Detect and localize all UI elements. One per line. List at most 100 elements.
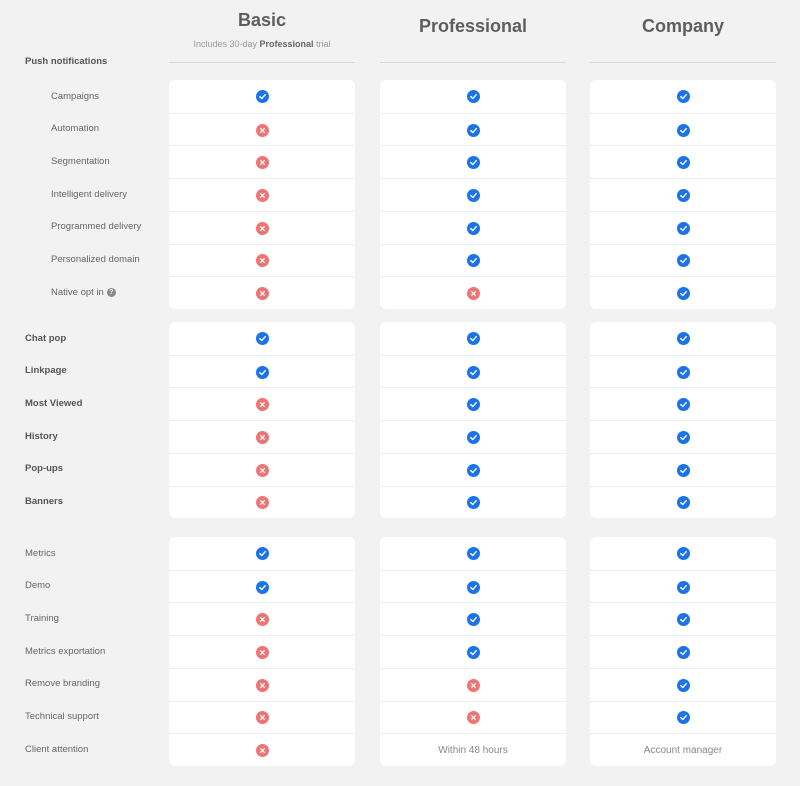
feature-cell	[380, 452, 566, 487]
check-circle-icon	[676, 331, 690, 345]
cross-circle-icon	[255, 645, 269, 659]
check-circle-icon	[466, 331, 480, 345]
feature-label: Demo	[25, 580, 51, 592]
question-icon[interactable]: ?	[106, 287, 116, 297]
check-circle-icon	[676, 89, 690, 103]
feature-cell	[169, 80, 355, 113]
check-circle-icon	[676, 613, 690, 627]
plan-card	[590, 80, 776, 309]
check-circle-icon	[676, 287, 690, 301]
plan-card	[169, 80, 355, 309]
feature-label: Technical support	[25, 711, 99, 722]
feature-label: Metrics	[25, 547, 56, 559]
check-circle-icon	[466, 188, 480, 202]
cross-circle-icon	[466, 678, 480, 692]
feature-cell	[590, 667, 776, 702]
feature-cell	[169, 485, 355, 520]
cross-circle-icon	[255, 613, 269, 627]
check-circle-icon	[466, 123, 480, 137]
plan-card: Within 48 hours	[380, 537, 566, 766]
feature-cell	[590, 569, 776, 604]
feature-label: Intelligent delivery	[51, 188, 128, 200]
feature-cell	[590, 210, 776, 245]
feature-cell	[590, 452, 776, 487]
check-circle-icon	[676, 645, 690, 659]
feature-cell	[380, 635, 566, 669]
feature-label: Banners	[25, 496, 64, 507]
feature-cell	[380, 210, 566, 245]
feature-cell	[169, 210, 355, 245]
check-circle-icon	[676, 365, 690, 379]
feature-cell	[169, 276, 355, 310]
feature-label: Native opt in?	[51, 276, 116, 308]
plan-subtitle: Includes 30-day Professional trial	[193, 39, 331, 49]
check-circle-icon	[676, 678, 690, 692]
feature-cell	[169, 322, 355, 355]
check-circle-icon	[255, 331, 269, 345]
feature-cell: Within 48 hours	[380, 733, 566, 767]
plan-header-company: Company	[590, 0, 776, 37]
feature-cell	[169, 635, 355, 669]
check-circle-icon	[676, 123, 690, 137]
feature-cell	[169, 112, 355, 147]
check-circle-icon	[676, 711, 690, 725]
feature-cell	[590, 602, 776, 636]
feature-label: Programmed delivery	[51, 221, 142, 233]
feature-label: Campaigns	[51, 90, 100, 102]
check-circle-icon	[466, 156, 480, 170]
feature-value: Within 48 hours	[438, 745, 508, 757]
check-circle-icon	[466, 645, 480, 659]
feature-cell	[169, 452, 355, 487]
feature-cell	[590, 420, 776, 454]
feature-label: Remove branding	[25, 678, 100, 690]
feature-cell	[590, 80, 776, 113]
feature-cell	[590, 485, 776, 520]
feature-cell	[380, 80, 566, 113]
feature-cell	[590, 635, 776, 669]
feature-label: Automation	[51, 123, 100, 135]
feature-label: History	[25, 430, 58, 442]
cross-circle-icon	[255, 156, 269, 170]
cross-circle-icon	[466, 711, 480, 725]
feature-cell	[590, 387, 776, 421]
feature-cell	[380, 178, 566, 212]
feature-value: Account manager	[643, 745, 723, 757]
feature-label: Segmentation	[51, 155, 110, 167]
cross-circle-icon	[255, 678, 269, 692]
cross-circle-icon	[255, 463, 269, 477]
section-title: Push notifications	[25, 56, 108, 67]
feature-cell	[169, 354, 355, 389]
feature-cell	[380, 145, 566, 179]
feature-cell	[169, 667, 355, 702]
feature-cell	[380, 420, 566, 454]
feature-cell	[380, 537, 566, 570]
plan-card	[590, 322, 776, 520]
feature-cell	[380, 569, 566, 604]
check-circle-icon	[676, 398, 690, 412]
feature-cell	[169, 569, 355, 604]
check-circle-icon	[676, 580, 690, 594]
feature-cell	[380, 602, 566, 636]
check-circle-icon	[466, 546, 480, 560]
cross-circle-icon	[255, 398, 269, 412]
plan-card	[380, 80, 566, 309]
feature-label: Client attention	[25, 743, 89, 755]
plan-name: Basic	[237, 10, 287, 30]
feature-label: Chat pop	[25, 332, 67, 344]
plan-card	[169, 537, 355, 766]
check-circle-icon	[676, 254, 690, 268]
cross-circle-icon	[255, 287, 269, 301]
check-circle-icon	[676, 156, 690, 170]
feature-cell	[380, 700, 566, 735]
check-circle-icon	[466, 89, 480, 103]
check-circle-icon	[676, 463, 690, 477]
plan-card	[380, 322, 566, 519]
feature-cell	[380, 387, 566, 421]
plan-header-basic: Basic Includes 30-day Professional trial	[169, 0, 355, 49]
feature-label: Personalized domain	[51, 254, 140, 265]
cross-circle-icon	[255, 221, 269, 235]
divider	[169, 62, 355, 63]
feature-cell	[169, 537, 355, 570]
feature-cell	[590, 145, 776, 179]
cross-circle-icon	[255, 430, 269, 444]
